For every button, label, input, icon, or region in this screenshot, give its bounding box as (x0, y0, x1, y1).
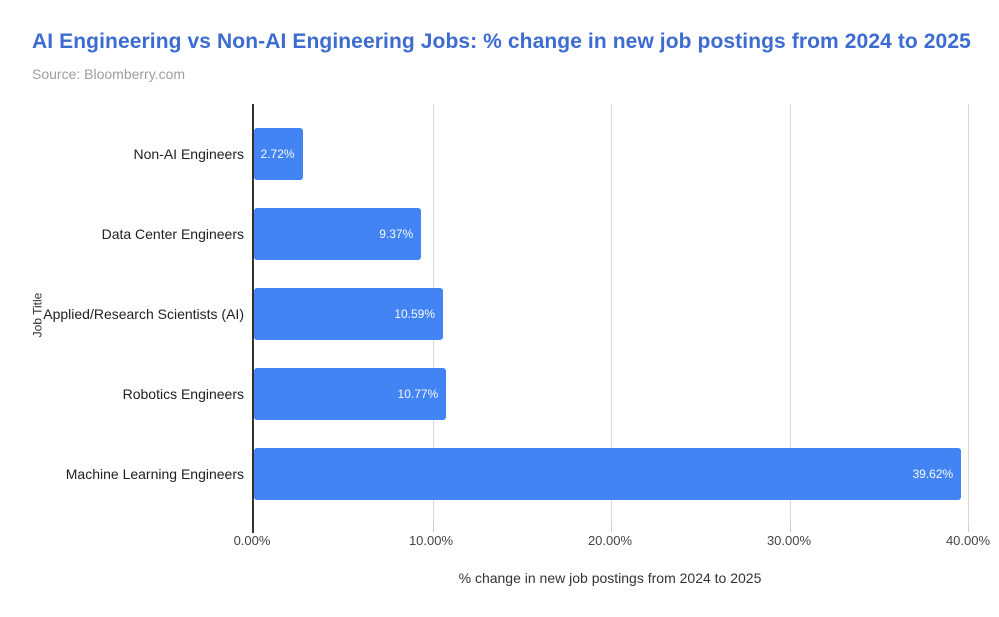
bar-row: Robotics Engineers 10.77% (123, 354, 968, 434)
bar-rows: Non-AI Engineers 2.72% Data Center Enginee… (43, 114, 968, 514)
plot-area: Non-AI Engineers 2.72% Data Center Enginee… (43, 104, 969, 533)
bar-2: 9.37% (254, 208, 422, 260)
gridline-30 (789, 104, 791, 525)
category-label: Machine Learning Engineers (65, 465, 244, 482)
bar-row: Data Center Engineers 9.37% (102, 194, 968, 274)
bar-4: 10.77% (254, 368, 447, 420)
x-tick-label-40: 40.00% (945, 533, 991, 548)
x-tick-label-20: 20.00% (587, 533, 633, 548)
category-label: Non-AI Engineers (133, 145, 244, 162)
bar-row: Non-AI Engineers 2.72% (133, 114, 968, 194)
bar-row: Applied/Research Scientists (AI) 10.59% (43, 274, 968, 354)
bar-1: 2.72% (254, 128, 303, 180)
bar-value-label: 2.72% (260, 147, 295, 161)
gridline-20 (611, 104, 612, 525)
x-tick-mark-10 (432, 525, 434, 532)
bar-5: 39.62% (254, 448, 962, 500)
x-axis-tick-labels: 0.00% 10.00% 20.00% 30.00% 40.00% (234, 533, 990, 549)
x-tick-mark-20 (611, 525, 612, 532)
x-tick-label-10: 10.00% (408, 533, 454, 548)
x-tick-mark-30 (789, 525, 791, 532)
category-label: Applied/Research Scientists (AI) (43, 305, 244, 322)
chart-source: Source: Bloomberry.com (32, 66, 186, 82)
x-tick-mark-40 (968, 525, 969, 532)
bar-row: Machine Learning Engineers 39.62% (66, 434, 968, 514)
category-label: Data Center Engineers (101, 225, 244, 242)
x-axis-title: % change in new job postings from 2024 t… (458, 570, 762, 586)
bar-value-label: 9.37% (379, 227, 414, 241)
x-tick-mark-0 (252, 525, 254, 533)
bar-3: 10.59% (254, 288, 444, 340)
gridline-40 (968, 104, 969, 525)
x-tick-label-0: 0.00% (233, 533, 271, 548)
bar-value-label: 39.62% (912, 467, 954, 481)
chart-title: AI Engineering vs Non-AI Engineering Job… (32, 30, 971, 53)
bar-value-label: 10.59% (394, 307, 436, 321)
category-label: Robotics Engineers (122, 385, 244, 402)
x-tick-label-30: 30.00% (766, 533, 812, 548)
bar-value-label: 10.77% (397, 387, 439, 401)
